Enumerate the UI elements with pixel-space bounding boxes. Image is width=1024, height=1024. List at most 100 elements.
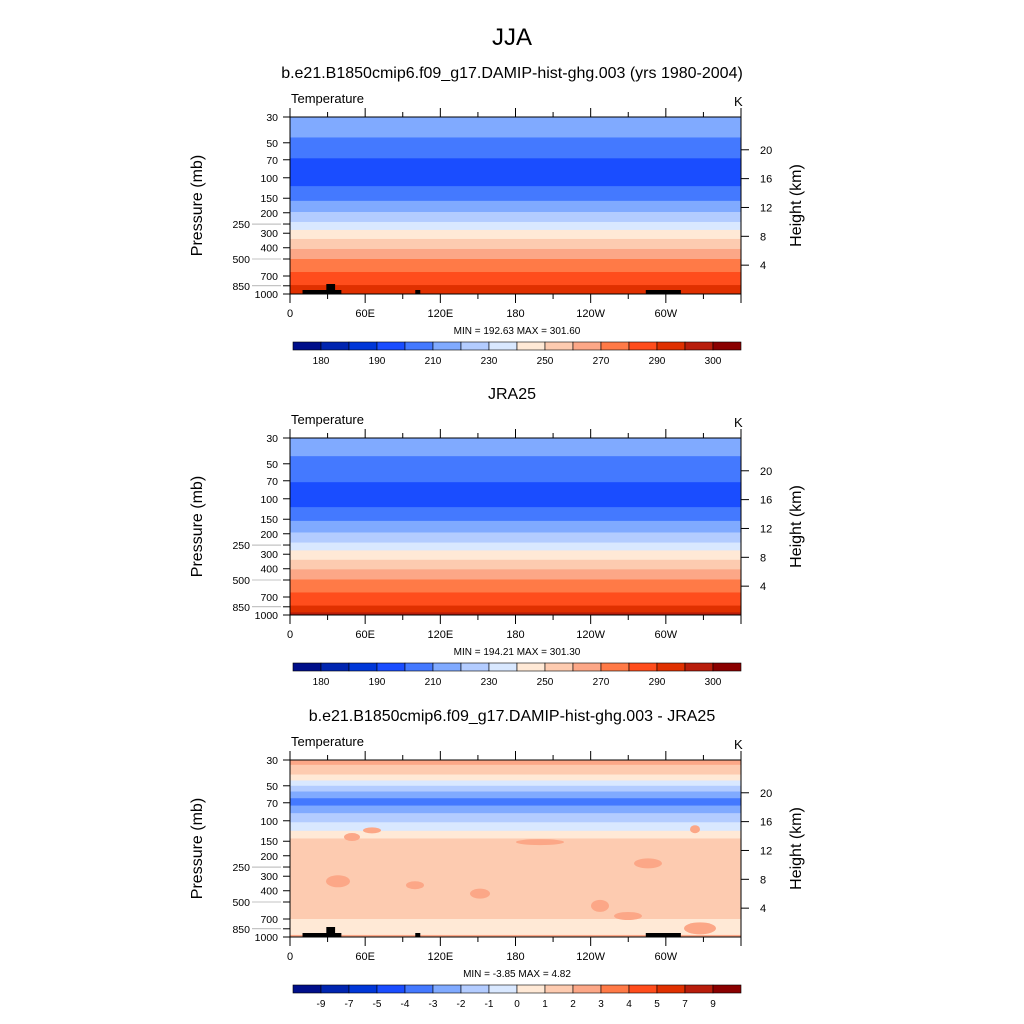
y-tick-label: 850 [232,281,250,293]
x-tick-label: 180 [506,308,524,320]
anomaly-region [406,881,424,890]
y-tick-label: 1000 [255,610,279,622]
contour-band [290,774,741,781]
colorbar-label: 230 [481,677,498,688]
y-tick-label: 150 [260,836,278,848]
colorbar-label: 270 [593,677,610,688]
y2-tick-label: 4 [760,581,766,593]
anomaly-region [684,922,716,935]
y-tick-label: 100 [260,173,278,185]
x-tick-label: 0 [287,629,293,641]
y2-tick-label: 8 [760,552,766,564]
colorbar-swatch [684,662,714,672]
colorbar-label: 190 [369,356,386,367]
y-tick-label: 700 [260,914,278,926]
anomaly-region [470,888,490,899]
contour-band [290,259,741,273]
colorbar-swatch [376,341,406,351]
units-label: K [734,737,743,752]
contour-band [290,838,741,920]
colorbar-label: 3 [598,999,604,1010]
colorbar-label: 250 [537,677,554,688]
x-tick-label: 60E [355,308,375,320]
anomaly-region [326,875,350,888]
y-tick-label: 700 [260,592,278,604]
y-tick-label: 150 [260,193,278,205]
colorbar-swatch [600,341,630,351]
x-tick-label: 120E [427,308,453,320]
y-tick-label: 70 [266,798,278,810]
colorbar-label: 180 [313,356,330,367]
y-tick-label: 400 [260,243,278,255]
colorbar-swatch [516,662,546,672]
colorbar-label: -4 [401,999,410,1010]
y-tick-label: 300 [260,549,278,561]
contour-band [290,158,741,187]
contour-band [290,520,741,533]
y-axis-label: Pressure (mb) [189,155,206,256]
contour-band [290,542,741,551]
contour-band [290,934,741,938]
colorbar-label: 290 [649,356,666,367]
left-label: Temperature [291,412,364,427]
y-tick-label: 500 [232,254,250,266]
y2-tick-label: 20 [760,466,772,478]
contour-band [290,456,741,483]
terrain-mask [415,933,421,937]
y2-tick-label: 8 [760,874,766,886]
panel-title: b.e21.B1850cmip6.f09_g17.DAMIP-hist-ghg.… [309,708,716,725]
contour-band [290,798,741,807]
contour-band [290,780,741,787]
y2-tick-label: 12 [760,523,772,535]
contour-band [290,612,741,616]
y-tick-label: 100 [260,494,278,506]
anomaly-region [363,827,381,834]
contour-band [290,248,741,260]
contour-band [290,822,741,832]
contour-band [290,482,741,508]
colorbar-swatch [404,662,434,672]
y-tick-label: 400 [260,564,278,576]
y-tick-label: 50 [266,781,278,793]
contour-band [290,285,741,295]
anomaly-region [614,912,642,920]
colorbar: 180 190 210 230 250 270 290 300 [292,341,742,367]
colorbar-swatch [544,984,574,994]
x-tick-label: 60E [355,951,375,963]
contour-band [290,550,741,561]
colorbar-swatch [656,662,686,672]
y-tick-label: 100 [260,816,278,828]
contour-band [290,117,741,138]
colorbar-swatch [432,984,462,994]
colorbar-swatch [460,984,490,994]
y-axis-label: Pressure (mb) [189,476,206,577]
colorbar-label: 230 [481,356,498,367]
colorbar-label: 210 [425,677,442,688]
colorbar-swatch [404,341,434,351]
colorbar-swatch [712,662,742,672]
colorbar-swatch [628,984,658,994]
contour-band [290,918,741,936]
panel-title: b.e21.B1850cmip6.f09_g17.DAMIP-hist-ghg.… [281,65,743,82]
colorbar-swatch [460,341,490,351]
y-tick-label: 700 [260,271,278,283]
colorbar-label: 190 [369,677,386,688]
units-label: K [734,415,743,430]
terrain-mask [302,290,342,294]
x-tick-label: 0 [287,308,293,320]
y-tick-label: 50 [266,138,278,150]
colorbar-swatch [348,341,378,351]
panel-1: b.e21.B1850cmip6.f09_g17.DAMIP-hist-ghg.… [189,65,805,367]
contour-band [290,813,741,823]
y-tick-label: 300 [260,871,278,883]
y-tick-label: 500 [232,897,250,909]
y-tick-label: 300 [260,228,278,240]
y2-tick-label: 20 [760,145,772,157]
colorbar-swatch [320,662,350,672]
y-tick-label: 1000 [255,289,279,301]
colorbar-swatch [712,341,742,351]
y-tick-label: 500 [232,575,250,587]
y2-axis-label: Height (km) [788,164,805,247]
contour-band [290,791,741,799]
colorbar-label: 210 [425,356,442,367]
